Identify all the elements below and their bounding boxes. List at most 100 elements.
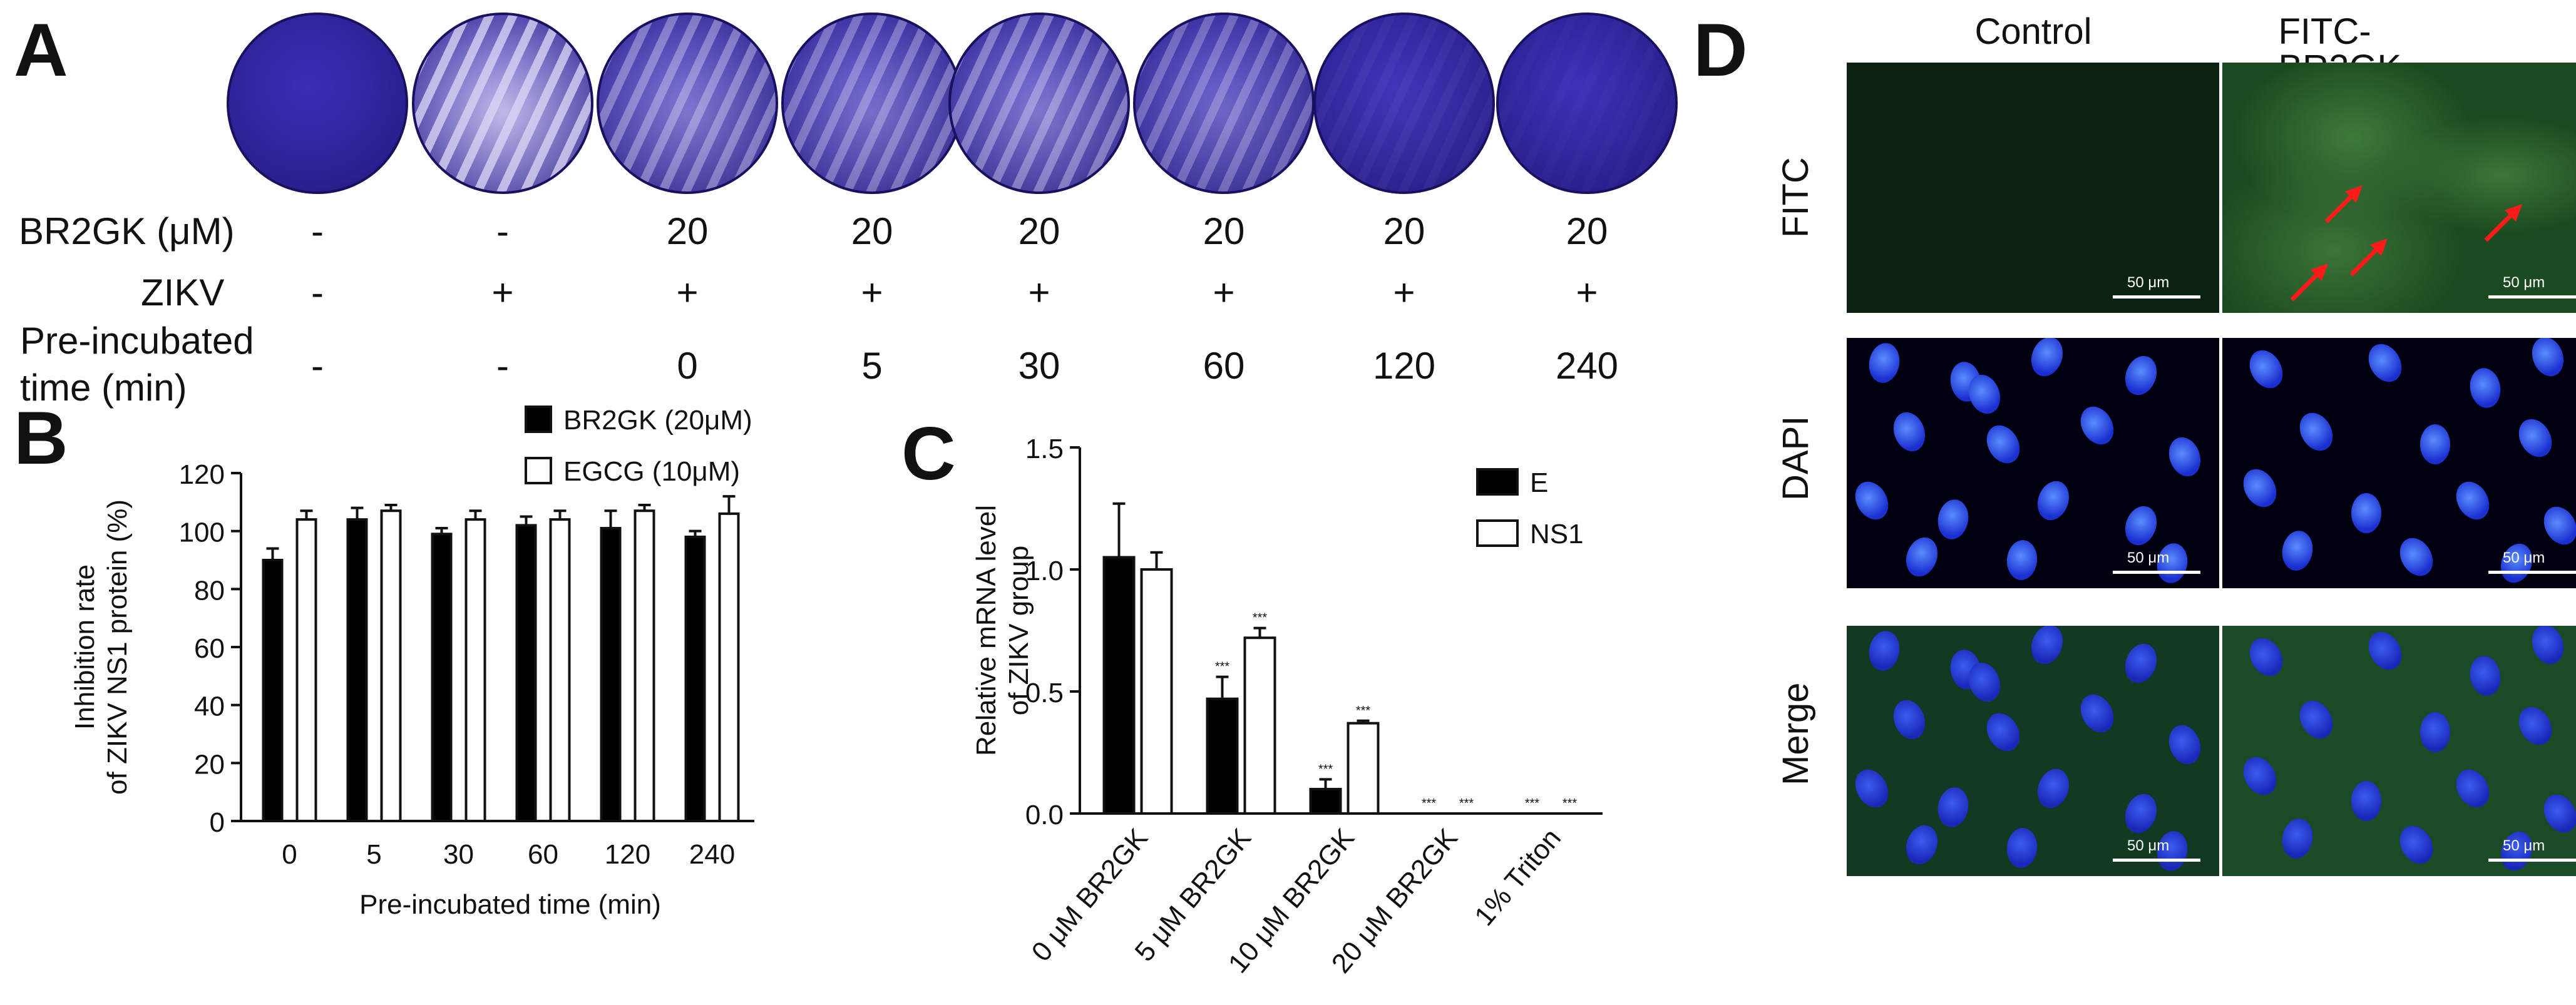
scale-bar-label: 50 μm <box>2127 837 2170 854</box>
treatment-cell-time: 30 <box>1018 345 1060 387</box>
chart-b-inhibition: 0 20 40 60 80 100 120 Inhibition rate of ZIKV NS… <box>69 405 754 920</box>
chart-c-mrna: 0.0 0.5 1.0 1.5 Relative mRNA level of ZIKV g… <box>971 434 1603 979</box>
nucleus <box>1849 476 1895 526</box>
scale-bar <box>2488 295 2576 298</box>
nucleus <box>2074 400 2120 451</box>
nucleus <box>2279 816 2316 861</box>
x-tick-label: 0 <box>282 839 297 870</box>
bar <box>549 518 571 822</box>
nucleus <box>1888 695 1931 744</box>
nucleus <box>1901 820 1943 869</box>
y-tick-label: 0 <box>210 807 225 838</box>
micrograph-dapi-fitc-br2gk: 50 μm <box>2222 338 2576 588</box>
nucleus <box>2420 712 2450 752</box>
legend-label: EGCG (10μM) <box>563 456 740 487</box>
panel-b-label: B <box>14 396 68 480</box>
legend-swatch <box>1476 468 1519 496</box>
nucleus <box>2237 463 2283 513</box>
scale-bar-label: 50 μm <box>2127 274 2170 291</box>
nucleus <box>2450 476 2496 526</box>
bar <box>1140 568 1173 815</box>
nucleus <box>2362 338 2408 388</box>
treatment-cell-zikv: + <box>491 272 514 314</box>
scale-bar-label: 50 μm <box>2503 549 2545 566</box>
nucleus <box>1865 340 1903 385</box>
nucleus <box>1980 419 2026 469</box>
legend-swatch <box>525 457 552 484</box>
treatment-cell-time: 5 <box>861 345 883 387</box>
red-arrow-icon <box>2484 204 2522 242</box>
y-tick-label: 1.5 <box>1025 434 1064 464</box>
nucleus <box>2026 626 2068 669</box>
treatment-cell-zikv: + <box>1393 272 1415 314</box>
plaque-dish <box>597 13 778 194</box>
treatment-cell-zikv: + <box>676 272 699 314</box>
scale-bar-label: 50 μm <box>2127 549 2170 566</box>
scale-bar <box>2113 571 2200 574</box>
treatment-cell-time: 240 <box>1555 345 1619 387</box>
nucleus <box>2362 626 2408 676</box>
significance-mark: *** <box>1253 611 1268 625</box>
nucleus <box>1934 497 1972 542</box>
bar <box>515 524 537 822</box>
y-tick-label: 0.0 <box>1025 800 1064 830</box>
nucleus <box>2032 764 2075 813</box>
nucleus <box>2393 820 2440 870</box>
y-axis-label: of ZIKV NS1 protein (%) <box>102 499 133 795</box>
y-axis-label: Relative mRNA level <box>971 505 1002 756</box>
micrograph-merge-control: 50 μm <box>1847 626 2219 876</box>
scale-bar <box>2113 295 2200 298</box>
nucleus <box>2293 695 2339 745</box>
nucleus <box>1888 407 1931 456</box>
treatment-cell-br2gk: 20 <box>666 210 709 252</box>
micrograph-dapi-control: 50 μm <box>1847 338 2219 588</box>
significance-mark: *** <box>1459 797 1474 810</box>
bar <box>1309 788 1342 815</box>
red-arrow-icon <box>2349 238 2388 277</box>
x-tick-label: 120 <box>605 839 650 870</box>
bar <box>346 518 368 822</box>
y-tick-label: 20 <box>194 749 225 780</box>
bar <box>684 535 706 823</box>
treatment-cell-br2gk: 20 <box>1566 210 1608 252</box>
treatment-cell-zikv: + <box>861 272 883 314</box>
legend-label: E <box>1530 467 1548 498</box>
nucleus <box>2163 720 2206 769</box>
row-label-time: time (min) <box>20 367 187 409</box>
bar <box>634 509 655 822</box>
bar <box>295 518 317 822</box>
y-tick-label: 80 <box>194 575 225 606</box>
treatment-cell-time: - <box>496 345 509 387</box>
nucleus <box>2279 528 2316 573</box>
nucleus <box>2120 639 2162 688</box>
nucleus <box>2032 476 2075 525</box>
nucleus <box>2293 407 2339 457</box>
scale-bar <box>2113 859 2200 862</box>
nucleus <box>2466 365 2504 411</box>
col-header-control: Control <box>1974 11 2092 52</box>
nucleus <box>1980 707 2026 757</box>
legend-swatch <box>525 406 552 433</box>
plaque-dish <box>781 13 963 194</box>
scale-bar-label: 50 μm <box>2503 837 2545 854</box>
y-tick-label: 0.5 <box>1025 678 1064 708</box>
treatment-cell-zikv: + <box>1576 272 1598 314</box>
legend-label: BR2GK (20μM) <box>563 405 752 436</box>
treatment-cell-zikv: - <box>311 272 324 314</box>
treatment-cell-time: 60 <box>1203 345 1245 387</box>
x-axis-label: Pre-incubated time (min) <box>359 889 661 920</box>
nucleus <box>2026 338 2068 381</box>
nucleus <box>2074 688 2120 738</box>
row-header-dapi: DAPI <box>1775 416 1816 501</box>
nucleus <box>2466 653 2504 698</box>
treatment-cell-br2gk: 20 <box>1383 210 1425 252</box>
x-tick-label: 240 <box>689 839 735 870</box>
treatment-cell-time: - <box>311 345 324 387</box>
nucleus <box>2527 626 2569 669</box>
panel-d-label: D <box>1693 8 1748 92</box>
treatment-cell-br2gk: - <box>311 210 324 252</box>
nucleus <box>1901 533 1943 581</box>
nucleus <box>2237 751 2283 801</box>
nucleus <box>2512 701 2558 751</box>
panel-a-label: A <box>14 8 68 92</box>
